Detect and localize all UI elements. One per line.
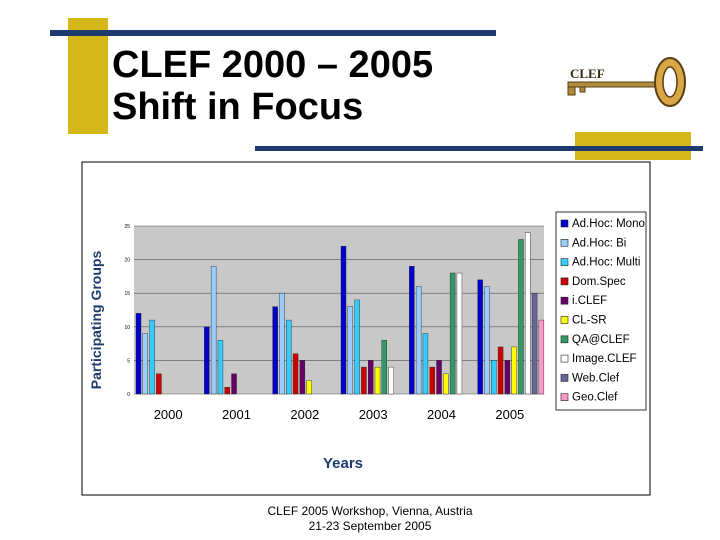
legend-swatch [560,393,569,402]
legend-label: i.CLEF [572,295,607,307]
legend-swatch [560,219,569,228]
bar-dom-spec-2002 [292,353,299,395]
bar-qa-clef-2003 [381,340,387,395]
clef-key-logo: CLEF [567,57,686,107]
bar-ad-hoc-mono-2004 [409,266,415,395]
legend-label: QA@CLEF [572,334,630,346]
footer-line-2: 21-23 September 2005 [308,519,432,533]
bar-ad-hoc-mono-2005 [477,279,483,395]
bar-ad-hoc-multi-2001 [217,340,224,395]
key-tooth [579,86,586,93]
bar-i-clef-2005 [504,360,511,395]
bar-cl-sr-2002 [306,380,312,395]
bar-cl-sr-2005 [511,346,517,395]
legend-label: Dom.Spec [572,276,626,288]
y-tick-label: 15 [124,291,130,297]
bar-cl-sr-2003 [374,366,381,395]
bar-ad-hoc-mono-2002 [272,306,278,395]
bar-i-clef-2001 [231,373,237,395]
title-accent-navy-line [50,30,496,36]
logo-text: CLEF [570,66,605,81]
bar-ad-hoc-bi-2003 [347,306,353,395]
bar-ad-hoc-multi-2003 [354,299,360,395]
page-title: CLEF 2000 – 2005 Shift in Focus [112,44,433,128]
legend-swatch [560,277,569,286]
footer: CLEF 2005 Workshop, Vienna, Austria 21-2… [230,504,510,534]
title-line-2: Shift in Focus [112,86,364,128]
x-tick-label: 2002 [290,407,319,422]
bar-ad-hoc-bi-2002 [279,293,285,395]
bar-ad-hoc-bi-2005 [484,286,490,395]
bar-ad-hoc-mono-2003 [340,245,347,395]
bar-dom-spec-2001 [224,387,230,395]
y-tick-label: 25 [124,224,130,230]
legend-swatch [560,374,569,382]
bar-qa-clef-2005 [518,239,524,395]
bar-ad-hoc-mono-2001 [204,326,210,395]
bar-ad-hoc-multi-2005 [491,360,497,395]
bar-image-clef-2003 [388,366,394,395]
legend-swatch [560,316,569,324]
x-tick-label: 2003 [359,407,388,422]
legend-swatch [560,239,569,247]
bar-dom-spec-2000 [156,373,162,395]
legend-label: Web.Clef [572,372,620,384]
bar-dom-spec-2005 [497,346,504,395]
y-tick-label: 10 [124,325,130,331]
legend-label: CL-SR [572,315,607,327]
key-bow-inner [662,66,678,98]
x-tick-label: 2001 [222,407,251,422]
legend-label: Ad.Hoc: Mono [572,218,645,230]
bar-image-clef-2004 [456,272,463,395]
x-tick-label: 2000 [154,407,183,422]
y-axis-label: Participating Groups [88,251,104,390]
bar-ad-hoc-multi-2004 [422,333,429,395]
bar-i-clef-2003 [368,360,374,395]
bar-geo-clef-2005 [538,319,545,395]
title-accent-gold [68,18,108,134]
x-axis-label: Years [323,455,363,472]
legend-swatch [560,354,569,363]
legend-swatch [560,258,569,266]
legend-label: Ad.Hoc: Bi [572,237,626,249]
divider-navy-line [255,146,703,151]
bar-i-clef-2002 [299,360,306,395]
bar-qa-clef-2004 [449,272,456,395]
legend-swatch [560,296,569,305]
bar-ad-hoc-bi-2000 [142,333,149,395]
bar-web-clef-2005 [531,293,538,395]
bar-dom-spec-2004 [429,366,435,395]
y-tick-label: 5 [127,358,130,364]
key-tooth [567,86,576,96]
bar-i-clef-2004 [436,360,442,395]
x-tick-label: 2004 [427,407,456,422]
legend-label: Geo.Clef [572,392,618,404]
legend-label: Image.CLEF [572,353,637,365]
legend-swatch [560,335,569,344]
bar-ad-hoc-mono-2000 [135,313,142,395]
y-tick-label: 20 [124,258,130,264]
bar-ad-hoc-bi-2001 [210,266,217,395]
bar-cl-sr-2004 [443,373,449,395]
bar-ad-hoc-multi-2002 [286,319,292,395]
bar-ad-hoc-bi-2004 [415,286,422,395]
legend-box [555,211,647,411]
plot-area [134,226,544,394]
legend-label: Ad.Hoc: Multi [572,257,640,269]
bar-dom-spec-2003 [361,366,367,395]
title-line-1: CLEF 2000 – 2005 [112,44,434,86]
footer-line-1: CLEF 2005 Workshop, Vienna, Austria [267,504,473,518]
y-tick-label: 0 [127,392,130,398]
bar-ad-hoc-multi-2000 [149,319,155,395]
x-tick-label: 2005 [495,407,524,422]
bar-image-clef-2005 [525,232,531,395]
